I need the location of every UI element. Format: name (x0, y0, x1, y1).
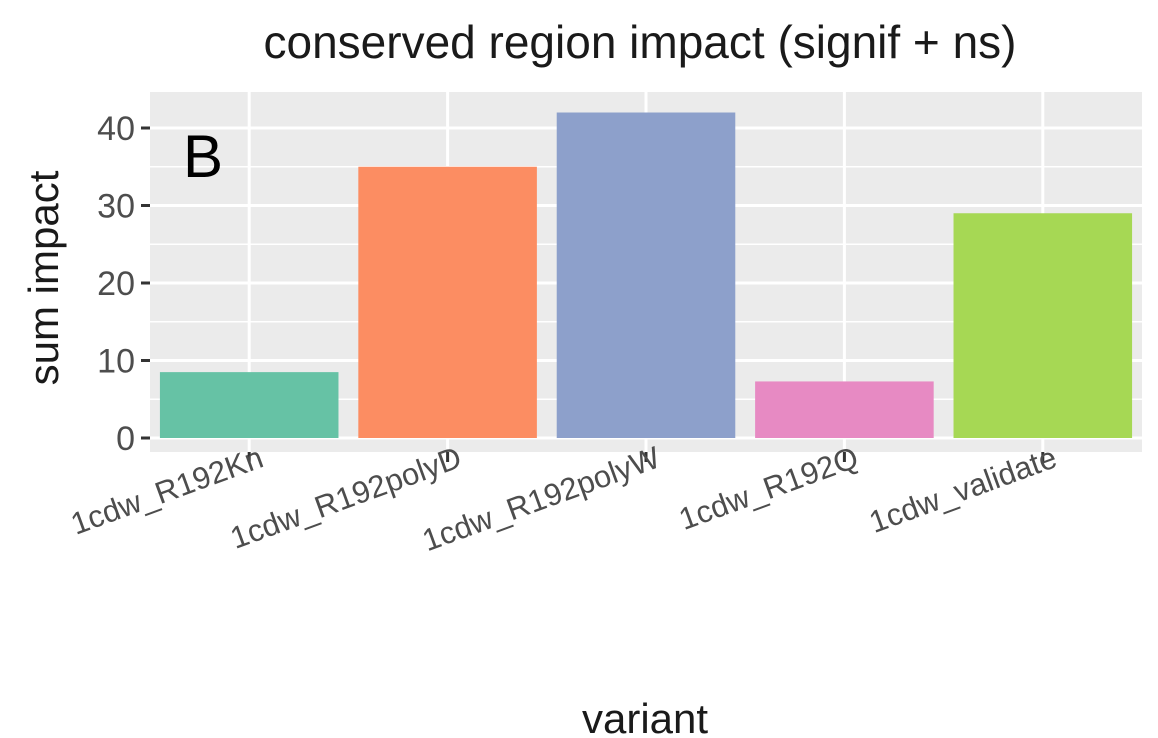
bars (159, 112, 1133, 438)
x-axis-title: variant (582, 695, 708, 738)
bar (556, 112, 736, 438)
y-tick-label: 0 (116, 420, 135, 458)
y-tick-label: 20 (97, 265, 135, 303)
y-tick-label: 10 (97, 343, 135, 381)
bar (358, 166, 537, 438)
x-tick-label: 1cdw_validate (865, 440, 1062, 540)
bar (159, 372, 339, 438)
chart-title: conserved region impact (signif + ns) (264, 16, 1017, 68)
y-tick-label: 40 (97, 110, 135, 148)
x-tick-label: 1cdw_R192Q (674, 440, 862, 537)
bar (953, 213, 1133, 438)
y-tick-label: 30 (97, 188, 135, 226)
y-axis-title: sum impact (20, 170, 67, 385)
panel-label: B (183, 123, 223, 190)
bar (755, 381, 934, 438)
